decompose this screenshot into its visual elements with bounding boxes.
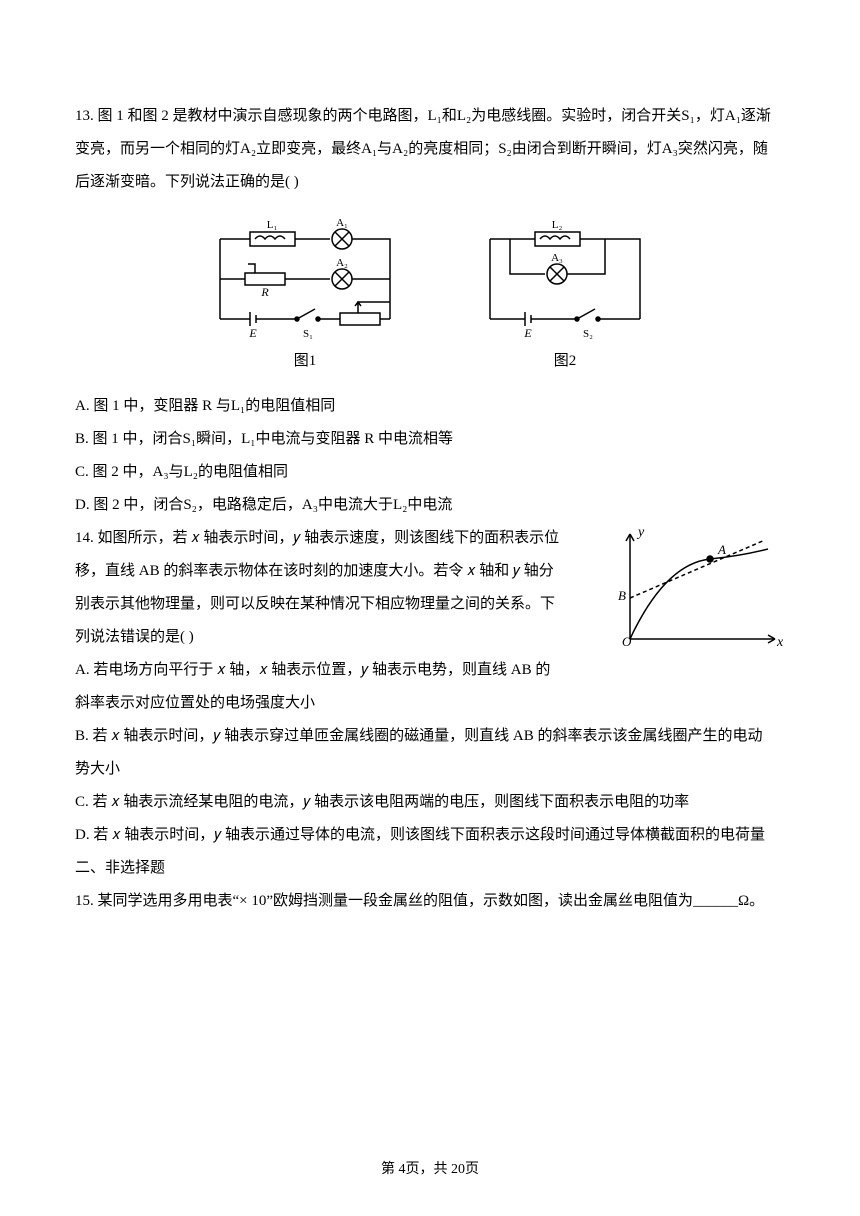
footer-prefix: 第 [381,1162,399,1177]
svg-text:S₂: S₂ [583,328,593,340]
fig2-label: 图2 [554,349,577,370]
circuit-figure-1: L₁ A₁ R A₂ E [200,214,410,370]
svg-text:L₂: L₂ [552,219,563,231]
q14-opt-b-l2: 势大小 [75,753,785,786]
footer-suffix: 页 [465,1162,479,1177]
svg-text:E: E [248,326,257,340]
fig1-label: 图1 [294,349,317,370]
q14-graph: y x O A B [610,524,785,659]
q13-option-c: C. 图 2 中，A₃与L₂的电阻值相同 [75,456,785,489]
q13-option-a: A. 图 1 中，变阻器 R 与L₁的电阻值相同 [75,390,785,423]
q14-block: y x O A B 14. 如图所示，若 𝑥 轴表示时间，𝑦 轴表示速度，则该图… [75,522,785,852]
circuit-2-svg: L₂ A₃ E S₂ [470,214,660,344]
svg-text:A: A [717,542,726,557]
footer-mid: 页，共 [406,1162,452,1177]
svg-text:x: x [776,635,784,650]
q13-stem-line1: 13. 图 1 和图 2 是教材中演示自感现象的两个电路图，L₁和L₂为电感线圈… [75,100,785,133]
q13-figures: L₁ A₁ R A₂ E [75,214,785,370]
svg-text:A₂: A₂ [336,257,348,269]
svg-text:R: R [260,285,269,299]
circuit-1-svg: L₁ A₁ R A₂ E [200,214,410,344]
svg-text:y: y [636,525,645,540]
svg-text:A₃: A₃ [551,252,563,264]
svg-text:S₁: S₁ [303,328,313,340]
q13-stem: 13. 图 1 和图 2 是教材中演示自感现象的两个电路图，L₁和L₂为电感线圈… [75,100,785,199]
q14-opt-c: C. 若 𝑥 轴表示流经某电阻的电流，𝑦 轴表示该电阻两端的电压，则图线下面积表… [75,786,785,819]
footer-total: 20 [451,1162,465,1177]
svg-text:A₁: A₁ [336,217,348,229]
q13-stem-line2: 变亮，而另一个相同的灯A₂立即变亮，最终A₁与A₂的亮度相同；S₂由闭合到断开瞬… [75,133,785,166]
svg-text:O: O [622,634,632,649]
q14-opt-a-l2: 斜率表示对应位置处的电场强度大小 [75,687,785,720]
section-2-title: 二、非选择题 [75,852,785,885]
q13-stem-line3: 后逐渐变暗。下列说法正确的是( ) [75,166,785,199]
q13-option-d: D. 图 2 中，闭合S₂，电路稳定后，A₃中电流大于L₂中电流 [75,489,785,522]
q15-stem: 15. 某同学选用多用电表“× 10”欧姆挡测量一段金属丝的阻值，示数如图，读出… [75,885,785,918]
page-footer: 第 4页，共 20页 [0,1158,860,1178]
footer-current: 4 [399,1162,406,1177]
q14-opt-d: D. 若 𝑥 轴表示时间，𝑦 轴表示通过导体的电流，则该图线下面积表示这段时间通… [75,819,785,852]
svg-text:E: E [523,326,532,340]
circuit-figure-2: L₂ A₃ E S₂ 图2 [470,214,660,370]
svg-text:L₁: L₁ [267,219,278,231]
q13-option-b: B. 图 1 中，闭合S₁瞬间，L₁中电流与变阻器 R 中电流相等 [75,423,785,456]
svg-text:B: B [618,588,626,603]
q14-opt-b-l1: B. 若 𝑥 轴表示时间，𝑦 轴表示穿过单匝金属线圈的磁通量，则直线 AB 的斜… [75,720,785,753]
